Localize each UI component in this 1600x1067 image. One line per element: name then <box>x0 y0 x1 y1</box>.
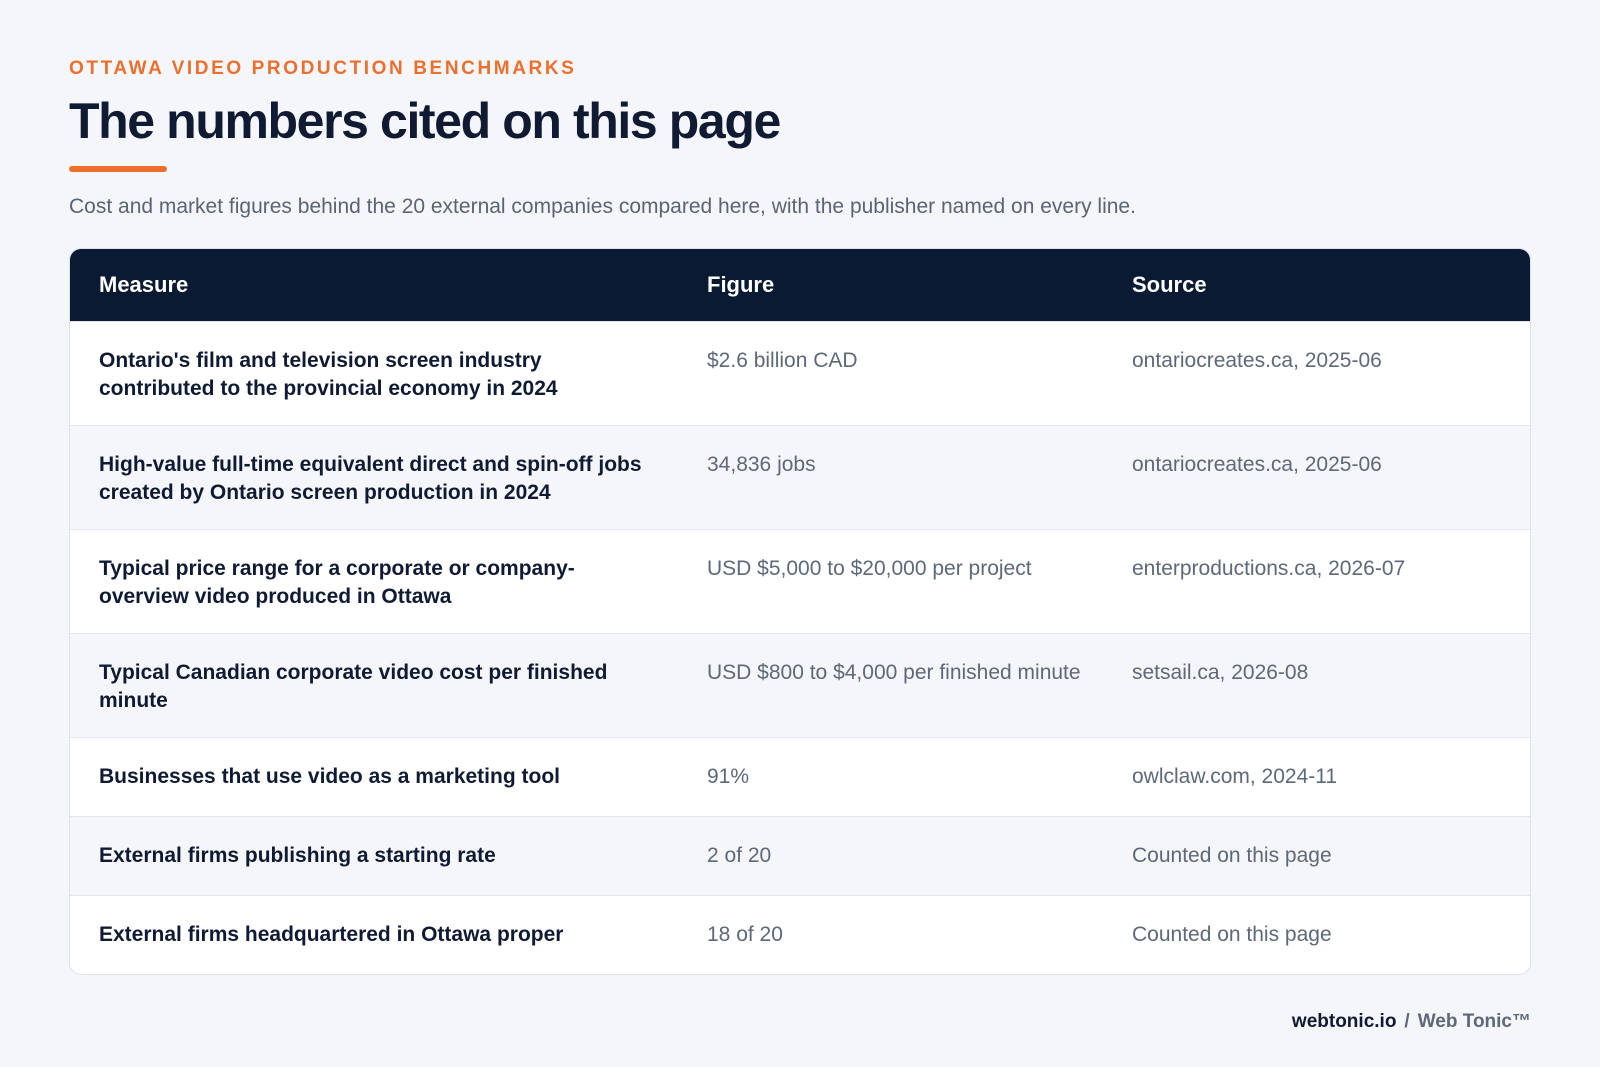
measure-cell: Typical Canadian corporate video cost pe… <box>99 660 608 712</box>
table-row: High-value full-time equivalent direct a… <box>70 425 1530 529</box>
measure-cell: Typical price range for a corporate or c… <box>99 556 575 608</box>
measure-cell: External firms publishing a starting rat… <box>99 843 496 867</box>
table-header: Measure Figure Source <box>70 249 1530 321</box>
footer-brand: Web Tonic™ <box>1417 1011 1531 1032</box>
source-cell: Counted on this page <box>1132 922 1332 946</box>
source-cell: owlclaw.com, 2024-11 <box>1132 764 1338 788</box>
table-body: Ontario's film and television screen ind… <box>70 321 1530 974</box>
figure-cell: 34,836 jobs <box>707 452 816 476</box>
footer-site-link[interactable]: webtonic.io <box>1291 1011 1397 1032</box>
table-row: Typical price range for a corporate or c… <box>70 529 1530 633</box>
footer-separator: / <box>1404 1011 1410 1032</box>
table-row: External firms publishing a starting rat… <box>70 816 1530 895</box>
table-row: External firms headquartered in Ottawa p… <box>70 895 1530 974</box>
source-cell: setsail.ca, 2026-08 <box>1132 660 1309 684</box>
page-subtitle: Cost and market figures behind the 20 ex… <box>69 195 1136 218</box>
figure-cell: 18 of 20 <box>707 922 783 946</box>
figure-cell: 2 of 20 <box>707 843 772 867</box>
table-row: Typical Canadian corporate video cost pe… <box>70 633 1530 737</box>
measure-cell: External firms headquartered in Ottawa p… <box>99 922 564 946</box>
table-row: Businesses that use video as a marketing… <box>70 737 1530 816</box>
figure-cell: USD $5,000 to $20,000 per project <box>707 556 1032 580</box>
source-cell: ontariocreates.ca, 2025-06 <box>1132 348 1382 372</box>
source-cell: enterproductions.ca, 2026-07 <box>1132 556 1406 580</box>
column-header-figure: Figure <box>707 271 775 297</box>
figure-cell: USD $800 to $4,000 per finished minute <box>707 660 1081 684</box>
eyebrow-label: OTTAWA VIDEO PRODUCTION BENCHMARKS <box>69 58 577 79</box>
figure-cell: 91% <box>707 764 750 788</box>
accent-divider <box>69 166 167 172</box>
source-cell: ontariocreates.ca, 2025-06 <box>1132 452 1382 476</box>
column-header-measure: Measure <box>99 271 189 297</box>
column-header-source: Source <box>1132 271 1207 297</box>
table-header-row: Measure Figure Source <box>70 249 1530 321</box>
footer-credit: webtonic.io / Web Tonic™ <box>1292 1011 1531 1033</box>
table-row: Ontario's film and television screen ind… <box>70 321 1530 425</box>
page-title: The numbers cited on this page <box>69 93 781 149</box>
source-cell: Counted on this page <box>1132 843 1332 867</box>
measure-cell: Ontario's film and television screen ind… <box>99 348 558 400</box>
benchmarks-table-card: Measure Figure Source Ontario's film and… <box>69 248 1531 975</box>
measure-cell: Businesses that use video as a marketing… <box>99 764 560 788</box>
figure-cell: $2.6 billion CAD <box>707 348 858 372</box>
benchmarks-table: Measure Figure Source Ontario's film and… <box>70 249 1530 974</box>
measure-cell: High-value full-time equivalent direct a… <box>99 452 642 504</box>
